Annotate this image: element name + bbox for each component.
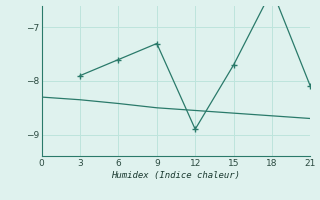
X-axis label: Humidex (Indice chaleur): Humidex (Indice chaleur) [111, 171, 241, 180]
